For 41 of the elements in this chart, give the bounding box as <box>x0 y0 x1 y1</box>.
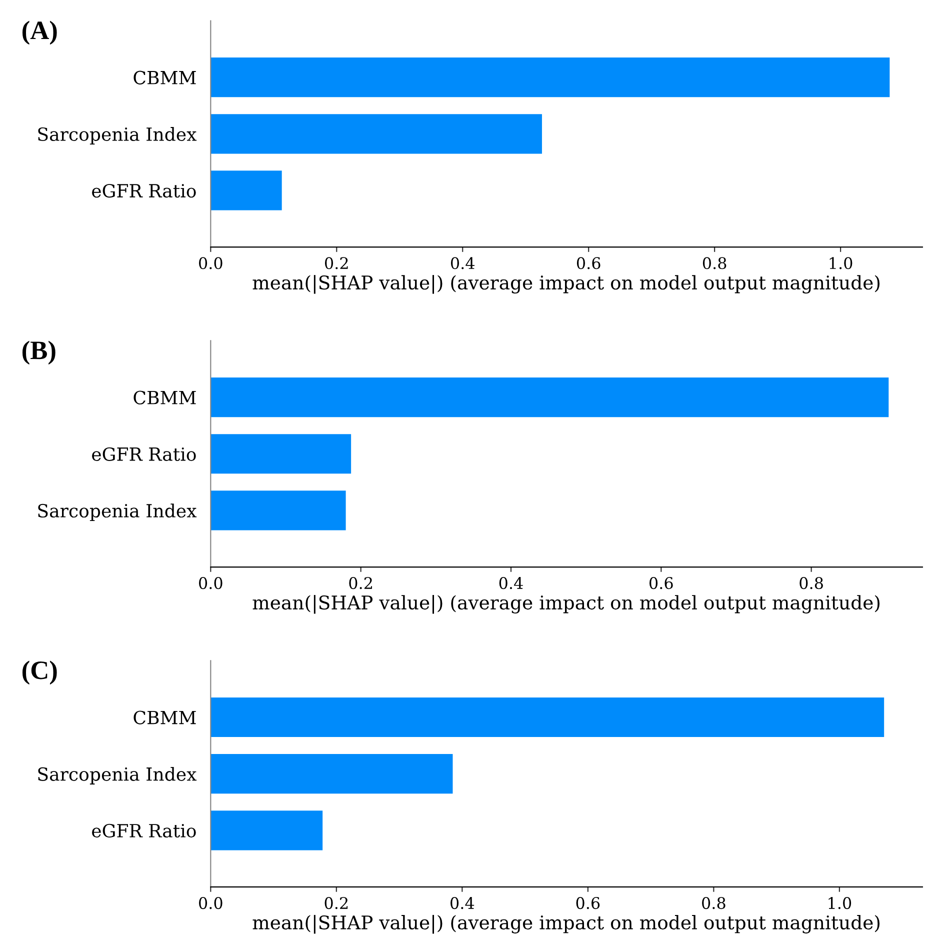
x-tick-label: 0.0 <box>199 257 222 270</box>
x-tick-label: 0.4 <box>450 896 474 910</box>
x-axis-title: mean(|SHAP value|) (average impact on model output magnitude) <box>252 914 880 934</box>
x-tick-label: 0.4 <box>450 257 475 270</box>
x-tick-label: 0.2 <box>324 257 348 270</box>
x-tick-label: 0.0 <box>199 577 222 590</box>
x-axis-title: mean(|SHAP value|) (average impact on model output magnitude) <box>252 594 880 614</box>
x-axis-title: mean(|SHAP value|) (average impact on model output magnitude) <box>252 275 880 294</box>
bar <box>210 170 282 210</box>
x-tick-label: 1.0 <box>828 896 852 910</box>
bar <box>210 697 884 738</box>
x-tick-label: 0.8 <box>702 896 726 910</box>
y-tick-label: CBMM <box>134 390 196 404</box>
y-tick-label: CBMM <box>134 710 196 724</box>
y-tick-label: Sarcopenia Index <box>38 127 197 145</box>
y-tick-label: CBMM <box>134 70 196 84</box>
y-tick-label: eGFR Ratio <box>92 447 196 461</box>
x-tick-label: 0.0 <box>199 896 222 910</box>
y-tick-label: Sarcopenia Index <box>38 766 197 784</box>
bar <box>210 490 346 530</box>
x-tick-label: 0.6 <box>576 257 600 270</box>
x-tick-label: 0.8 <box>702 257 726 270</box>
x-tick-label: 0.8 <box>800 577 823 590</box>
chart-title: (A) <box>22 20 57 45</box>
chart-title: (C) <box>22 660 57 685</box>
y-tick-label: Sarcopenia Index <box>38 504 197 522</box>
bar <box>210 434 352 474</box>
x-tick-label: 0.6 <box>576 896 600 910</box>
bar <box>210 114 542 154</box>
bar <box>210 754 453 794</box>
x-tick-label: 0.6 <box>650 577 673 590</box>
y-tick-label: eGFR Ratio <box>92 184 196 198</box>
x-tick-label: 0.4 <box>499 577 523 590</box>
y-tick-label: eGFR Ratio <box>92 824 196 838</box>
bar <box>210 810 323 850</box>
x-tick-label: 1.0 <box>830 257 852 270</box>
x-tick-label: 0.2 <box>349 577 372 590</box>
bar <box>210 58 890 98</box>
bar <box>210 377 889 418</box>
chart-title: (B) <box>22 340 56 365</box>
x-tick-label: 0.2 <box>324 896 348 910</box>
